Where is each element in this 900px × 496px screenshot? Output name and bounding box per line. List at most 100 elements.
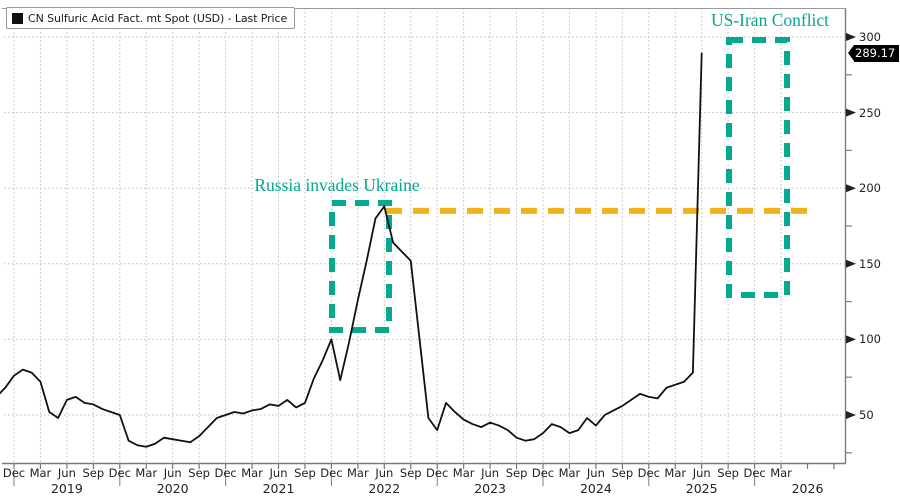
x-axis-year-label: 2020 (156, 481, 189, 496)
gridline-vertical (383, 9, 385, 463)
y-axis-tick-label: 250 (859, 105, 881, 120)
gridline-vertical (251, 9, 253, 463)
y-axis-tick-label: 100 (859, 332, 881, 347)
gridline-horizontal (2, 112, 846, 114)
gridline-vertical (172, 9, 174, 463)
series-line-cn-sulfuric-acid (0, 52, 703, 448)
x-axis-year-label: 2019 (50, 481, 83, 496)
x-axis-tick-label: Jun (57, 466, 76, 480)
annotation-label-russia-invades-ukraine: Russia invades Ukraine (254, 175, 420, 195)
gridline-vertical (436, 9, 438, 463)
x-axis-tick-label: Dec (108, 466, 131, 480)
gridline-vertical (701, 9, 703, 463)
gridline-vertical (754, 9, 756, 463)
gridline-vertical (119, 9, 121, 463)
gridline-vertical (542, 9, 544, 463)
x-axis-tick-label: Dec (531, 466, 555, 480)
gridline-vertical (92, 9, 94, 463)
x-axis-tick-label: Dec (637, 466, 660, 480)
x-axis-tick-label: Mar (241, 466, 263, 480)
annotation-box-russia-invades-ukraine (329, 200, 392, 333)
x-axis-tick-label: Sep (294, 466, 316, 480)
gridline-vertical (225, 9, 227, 463)
x-axis-tick-label: Sep (399, 466, 422, 480)
gridline-vertical (621, 9, 623, 463)
x-axis-tick-label: Sep (82, 466, 105, 480)
x-axis-tick-label: Sep (717, 466, 739, 480)
gridline-vertical (410, 9, 412, 463)
x-axis-tick-label: Sep (505, 466, 528, 480)
x-axis-tick-label: Mar (135, 466, 158, 480)
gridline-vertical (278, 9, 279, 463)
gridline-vertical (595, 9, 597, 463)
gridline-vertical (304, 9, 306, 463)
x-axis-year-label: 2021 (262, 481, 295, 496)
x-axis-year-label: 2023 (474, 481, 506, 496)
x-axis-tick-label: Mar (452, 466, 475, 480)
y-axis-tick-mark (846, 108, 856, 117)
y-axis-tick-mark (846, 184, 856, 193)
legend-label: CN Sulfuric Acid Fact. mt Spot (USD) - L… (28, 11, 288, 25)
y-axis-tick-label: 150 (859, 256, 881, 271)
legend-color-swatch (12, 12, 23, 24)
x-axis-year-label: 2022 (368, 481, 401, 496)
gridline-vertical (145, 9, 147, 463)
y-axis-tick-label: 200 (859, 181, 881, 196)
x-axis-tick-label: Sep (188, 466, 210, 480)
x-axis-tick-label: Mar (664, 466, 687, 480)
gridline-vertical (648, 9, 650, 463)
gridline-horizontal (2, 187, 846, 189)
gridline-vertical (568, 9, 570, 463)
x-axis-tick-label: Mar (29, 466, 52, 480)
y-axis-tick-mark (846, 259, 856, 268)
gridline-vertical (489, 9, 491, 463)
price-flag-value: 289.17 (854, 44, 900, 62)
y-axis-tick-mark (846, 411, 856, 419)
x-axis-year-label: 2026 (791, 481, 824, 496)
y-axis-tick-mark (846, 335, 856, 344)
y-axis-tick-mark (846, 33, 856, 41)
gridline-vertical (516, 9, 518, 463)
gridline-vertical (463, 9, 465, 463)
x-axis-tick-label: Mar (558, 466, 581, 480)
gridline-vertical (674, 9, 676, 463)
chart-legend[interactable]: CN Sulfuric Acid Fact. mt Spot (USD) - L… (6, 7, 296, 29)
annotation-box-us-iran-conflict (726, 37, 790, 298)
gridline-horizontal (2, 338, 846, 340)
price-flag-pointer (848, 45, 854, 62)
x-axis-tick-label: Jun (481, 466, 500, 480)
x-axis-tick-label: Mar (346, 466, 369, 480)
gridline-vertical (727, 9, 729, 463)
x-axis-tick-label: Dec (214, 466, 237, 480)
gridline-horizontal (2, 414, 846, 416)
gridline-vertical (13, 9, 15, 463)
x-axis-tick-label: Dec (426, 466, 449, 480)
x-axis-tick-label: Mar (770, 466, 792, 480)
x-axis-tick-label: Dec (320, 466, 343, 480)
x-axis-tick-label: Jun (586, 466, 605, 480)
x-axis-tick-label: Jun (375, 466, 394, 480)
y-axis-tick-label: 300 (859, 30, 881, 44)
gridline-horizontal (2, 263, 846, 265)
x-axis-year-label: 2024 (579, 481, 612, 496)
x-axis-tick-label: Jun (163, 466, 182, 480)
annotation-label-us-iran-conflict: US-Iran Conflict (710, 10, 830, 30)
last-price-flag: 289.17 (848, 44, 900, 62)
x-axis-tick-label: Sep (611, 466, 634, 480)
gridline-vertical (780, 9, 782, 463)
x-axis-tick-label: Dec (2, 466, 26, 480)
x-axis-tick-label: Jun (692, 466, 711, 480)
gridline-vertical (357, 9, 359, 463)
gridline-vertical (198, 9, 200, 463)
gridline-vertical (66, 9, 68, 463)
x-axis-tick-label: Jun (269, 466, 288, 480)
x-axis-year-label: 2025 (685, 481, 718, 496)
x-axis-tick-label: Dec (743, 466, 766, 480)
y-axis-tick-label: 50 (859, 408, 874, 422)
gridline-vertical (39, 9, 41, 463)
